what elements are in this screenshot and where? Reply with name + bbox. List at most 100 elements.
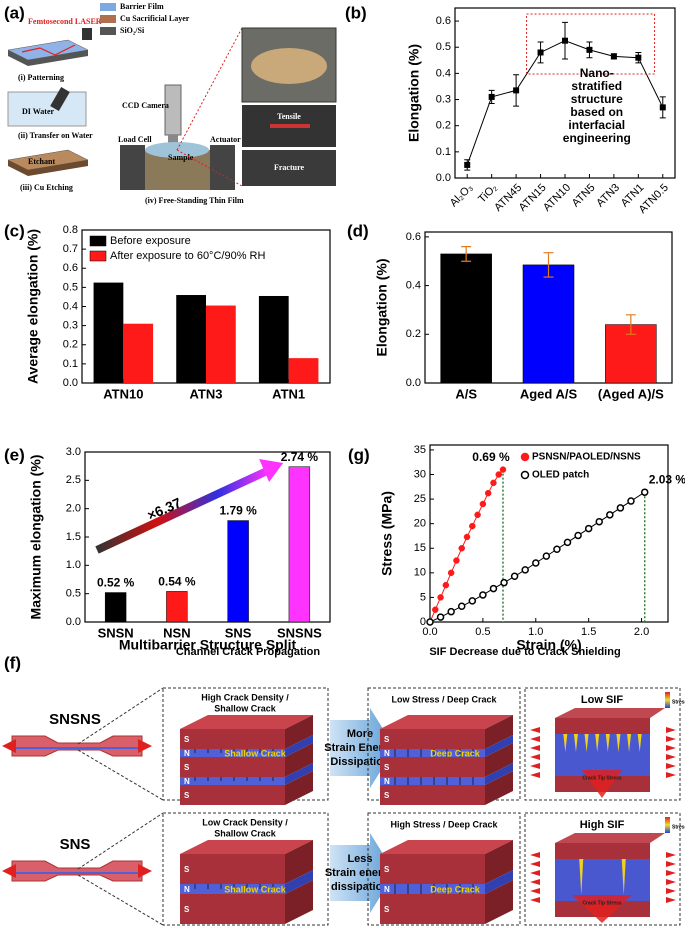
x-tick-label: (Aged A)/S: [598, 386, 664, 401]
data-point: [464, 161, 471, 168]
data-point: [488, 93, 495, 100]
stack-layer: [380, 749, 485, 757]
data-point: [457, 602, 466, 611]
y-tick-label: 0.1: [436, 146, 451, 158]
zoom-line: [77, 687, 164, 745]
data-line: [429, 491, 645, 623]
y-tick-label: 0.4: [436, 67, 451, 79]
side-arrow: [666, 879, 676, 885]
stack-side: [285, 870, 313, 894]
annotation: Nano-: [580, 66, 614, 80]
label: SIF Decrease due to Crack Shielding: [429, 646, 620, 658]
stack-side: [485, 763, 513, 785]
stack-side: [485, 880, 513, 924]
data-point: [484, 489, 492, 497]
layer-label: S: [184, 791, 190, 800]
side-arrow: [530, 897, 540, 903]
bar: [206, 305, 236, 383]
label: Low Stress / Deep Crack: [391, 694, 497, 704]
data-point: [489, 584, 498, 593]
stack-side: [285, 763, 313, 785]
x-tick-label: 0.0: [422, 626, 437, 638]
label: Low SIF: [581, 694, 623, 706]
x-tick-label: 1.0: [528, 626, 543, 638]
y-tick-label: 0.6: [436, 15, 451, 27]
bar: [123, 323, 154, 383]
data-point: [436, 613, 445, 621]
x-tick-label: ATN1: [272, 386, 305, 401]
stack-layer: [380, 894, 485, 924]
side-arrow: [530, 754, 540, 760]
label: Barrier Film: [120, 2, 164, 11]
y-tick-label: 0.4: [63, 300, 78, 312]
y-tick-label: 0.2: [436, 120, 451, 132]
legend-marker: [520, 470, 530, 480]
x-tick-label: SNSNS: [277, 625, 322, 640]
layer-label: S: [184, 905, 190, 914]
stack-side: [285, 715, 313, 749]
y-tick-label: 15: [414, 542, 426, 554]
y-tick-label: 0.0: [406, 377, 421, 389]
label: High SIF: [580, 819, 625, 831]
tweezer: [50, 86, 70, 112]
slab-side: [8, 160, 28, 176]
stack-top: [180, 840, 313, 854]
specimen: [11, 860, 143, 882]
data-point: [513, 87, 520, 94]
value-label: 0.52 %: [97, 576, 135, 590]
crack-label: Shallow Crack: [224, 884, 287, 894]
zoom-line: [176, 149, 243, 187]
bar: [288, 466, 311, 623]
sim-top: [555, 708, 665, 718]
label: (g): [348, 445, 370, 464]
label: dissipation: [331, 881, 389, 893]
label: Femtosecond LASER: [28, 17, 102, 26]
legend-swatch: [100, 27, 116, 35]
data-point: [521, 566, 529, 574]
label: SiO₂/Si: [120, 26, 145, 35]
color-scale: [665, 692, 670, 708]
y-tick-label: 0.6: [406, 231, 421, 243]
side-arrow: [666, 727, 676, 733]
x-tick-label: 0.5: [475, 626, 490, 638]
label: Crack Tip Stress: [582, 775, 622, 781]
label: (f): [4, 653, 21, 672]
label: Cu Sacrificial Layer: [120, 14, 190, 23]
side-arrow: [530, 745, 540, 751]
data-point: [499, 466, 507, 473]
annotation: structure: [571, 92, 623, 106]
stack-layer: [180, 777, 285, 785]
stack-layer: [180, 854, 285, 884]
specimen: [11, 735, 143, 757]
legend-label: After exposure to 60°C/90% RH: [110, 250, 265, 262]
x-tick-label: Al₂O₃: [448, 182, 476, 210]
detail-box: [162, 687, 329, 801]
y-tick-label: 3.0: [66, 446, 81, 458]
stack-layer: [180, 729, 285, 749]
x-tick-label: SNSN: [98, 625, 134, 640]
label: (ii) Transfer on Water: [18, 131, 93, 140]
slab-front: [28, 160, 88, 176]
plot-frame: [429, 444, 669, 623]
stack-layer: [180, 757, 285, 777]
x-tick-label: SNS: [225, 625, 252, 640]
layer-label: S: [384, 905, 390, 914]
data-point: [553, 545, 561, 553]
data-point: [479, 591, 487, 599]
data-point: [495, 471, 503, 478]
layer-label: S: [184, 735, 190, 744]
sim-block: [555, 734, 650, 776]
stack-layer: [380, 854, 485, 884]
data-point: [584, 524, 593, 533]
side-arrow: [530, 870, 540, 876]
stack-side: [485, 735, 513, 757]
sim-crack: [637, 734, 642, 752]
x-tick-label: 2.0: [634, 626, 649, 638]
load-cell: [120, 145, 145, 190]
x-axis-label: Strain (%): [516, 637, 581, 653]
label: (d): [347, 221, 369, 240]
sim-crack: [627, 734, 632, 752]
stack-side: [485, 870, 513, 894]
side-arrow: [530, 727, 540, 733]
